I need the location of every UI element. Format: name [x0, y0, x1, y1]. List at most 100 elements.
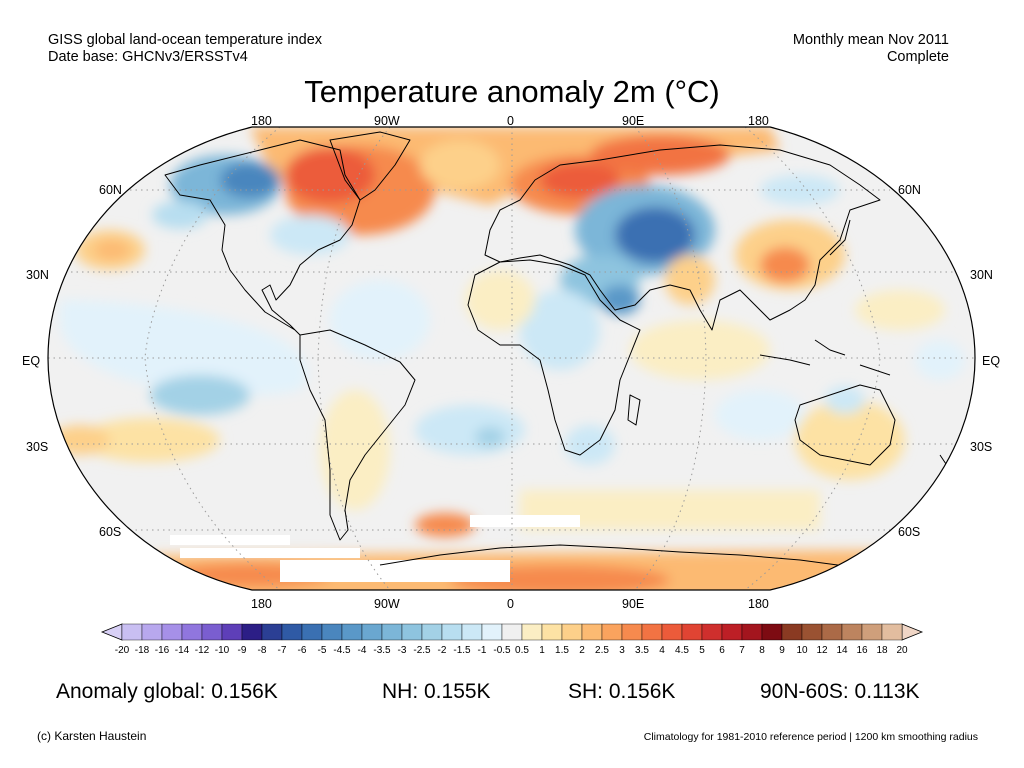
colorbar-swatch: [521, 623, 543, 641]
lon-label-top-90w: 90W: [374, 114, 400, 128]
lat-label-right-30s: 30S: [970, 440, 993, 454]
completeness-label: Complete: [886, 49, 949, 65]
lon-label-bottom-0: 0: [507, 597, 514, 611]
indian-ocean-warm: [630, 320, 770, 380]
colorbar-end-left: [100, 623, 123, 641]
colorbar-tick-label: -12: [195, 645, 210, 656]
colorbar-tick-label: 1.5: [555, 645, 569, 656]
colorbar-swatch: [121, 623, 143, 641]
colorbar-tick-label: 3.5: [635, 645, 649, 656]
antarctica-coast: [379, 544, 861, 569]
scandinavia-warm-core: [540, 162, 620, 198]
south-atlantic-warm-spot: [415, 513, 475, 537]
colorbar-swatch: [381, 623, 403, 641]
lat-label-left-60s: 60S: [99, 525, 122, 539]
south-pacific-warm: [80, 418, 220, 462]
colorbar-swatch: [441, 623, 463, 641]
central-pacific-cold: [150, 375, 250, 415]
north-pacific-cool: [152, 201, 208, 229]
south-atlantic-cold-core: [475, 427, 505, 447]
colorbar-swatch: [781, 623, 803, 641]
colorbar-swatch: [481, 623, 503, 641]
colorbar-tick-label: -8: [258, 645, 267, 656]
colorbar-tick-label: 3: [619, 645, 625, 656]
colorbar-tick-label: 1: [539, 645, 545, 656]
colorbar-tick-label: -14: [175, 645, 190, 656]
colorbar-tick-label: -9: [238, 645, 247, 656]
eurasia-coast: [484, 144, 881, 331]
colorbar-swatch: [161, 623, 183, 641]
colorbar-swatch: [461, 623, 483, 641]
colorbar-swatch: [581, 623, 603, 641]
colorbar-swatch: [861, 623, 883, 641]
sh-anomaly: SH: 0.156K: [568, 680, 676, 703]
colorbar-swatch: [621, 623, 643, 641]
colorbar-swatch: [801, 623, 823, 641]
colorbar-tick-label: 16: [856, 645, 868, 656]
missing-data: [170, 515, 580, 582]
colorbar-swatch: [241, 623, 263, 641]
colorbar-swatch: [601, 623, 623, 641]
central-africa-cool: [520, 290, 600, 370]
central-asia-cold-core: [615, 207, 695, 263]
colorbar-tick-label: -1: [478, 645, 487, 656]
colorbar-tick-label: -2: [438, 645, 447, 656]
anomaly-patches: [50, 127, 965, 590]
india-north-warm: [665, 255, 715, 305]
colorbar-swatch: [421, 623, 443, 641]
colorbar-swatch: [221, 623, 243, 641]
colorbar-tick-label: 14: [836, 645, 848, 656]
colorbar-swatch: [821, 623, 843, 641]
globe-outline: [47, 126, 976, 591]
colorbar-tick-label: -3: [398, 645, 407, 656]
colorbar-tick-label: 4: [659, 645, 665, 656]
lat-label-left-eq: EQ: [22, 354, 41, 368]
japan-coast: [829, 219, 851, 256]
north-america-coast: [164, 139, 361, 336]
colorbar-swatch: [201, 623, 223, 641]
colorbar-swatch: [341, 623, 363, 641]
lat-label-right-30n: 30N: [970, 268, 993, 282]
greenland-coast: [329, 131, 411, 201]
colorbar-tick-label: -2.5: [413, 645, 431, 656]
west-pacific-cool: [915, 340, 965, 380]
climatology-note: Climatology for 1981-2010 reference peri…: [643, 731, 978, 743]
lat-label-right-60s: 60S: [898, 525, 921, 539]
colorbar-tick-label: 20: [896, 645, 908, 656]
east-siberia-cool: [760, 175, 840, 205]
lat-label-left-30s: 30S: [26, 440, 49, 454]
polar-anomaly: 90N-60S: 0.113K: [760, 680, 920, 703]
southern-africa-cool: [565, 425, 615, 465]
colorbar-tick-label: 5: [699, 645, 705, 656]
colorbar-swatch: [841, 623, 863, 641]
colorbar-swatch: [501, 623, 523, 641]
colorbar-tick-label: 6: [719, 645, 725, 656]
caribbean-cool: [330, 280, 430, 360]
colorbar-swatch: [701, 623, 723, 641]
colorbar-tick-label: 8: [759, 645, 765, 656]
colorbar-swatch: [741, 623, 763, 641]
dataset-name: GISS global land-ocean temperature index: [48, 32, 323, 48]
map-title: Temperature anomaly 2m (°C): [304, 74, 720, 109]
australia-warm: [795, 400, 905, 480]
lon-label-top-0: 0: [507, 114, 514, 128]
africa-coast: [467, 259, 641, 456]
colorbar-tick-label: 2.5: [595, 645, 609, 656]
west-pacific-warm: [855, 290, 945, 330]
south-indian-cool: [715, 390, 805, 440]
colorbar-swatch: [881, 623, 903, 641]
global-anomaly: Anomaly global: 0.156K: [56, 680, 278, 703]
west-africa-warm: [465, 270, 535, 330]
colorbar-tick-label: -16: [155, 645, 170, 656]
colorbar-swatch: [641, 623, 663, 641]
lon-label-top-90e: 90E: [622, 114, 645, 128]
lon-label-top-180e: 180: [748, 114, 769, 128]
colorbar-swatch: [661, 623, 683, 641]
colorbar-swatch: [561, 623, 583, 641]
lon-label-bottom-90e: 90E: [622, 597, 645, 611]
colorbar-tick-label: 7: [739, 645, 745, 656]
lat-label-right-eq: EQ: [982, 354, 1001, 368]
north-atlantic-warm: [420, 140, 500, 190]
colorbar-swatch: [301, 623, 323, 641]
